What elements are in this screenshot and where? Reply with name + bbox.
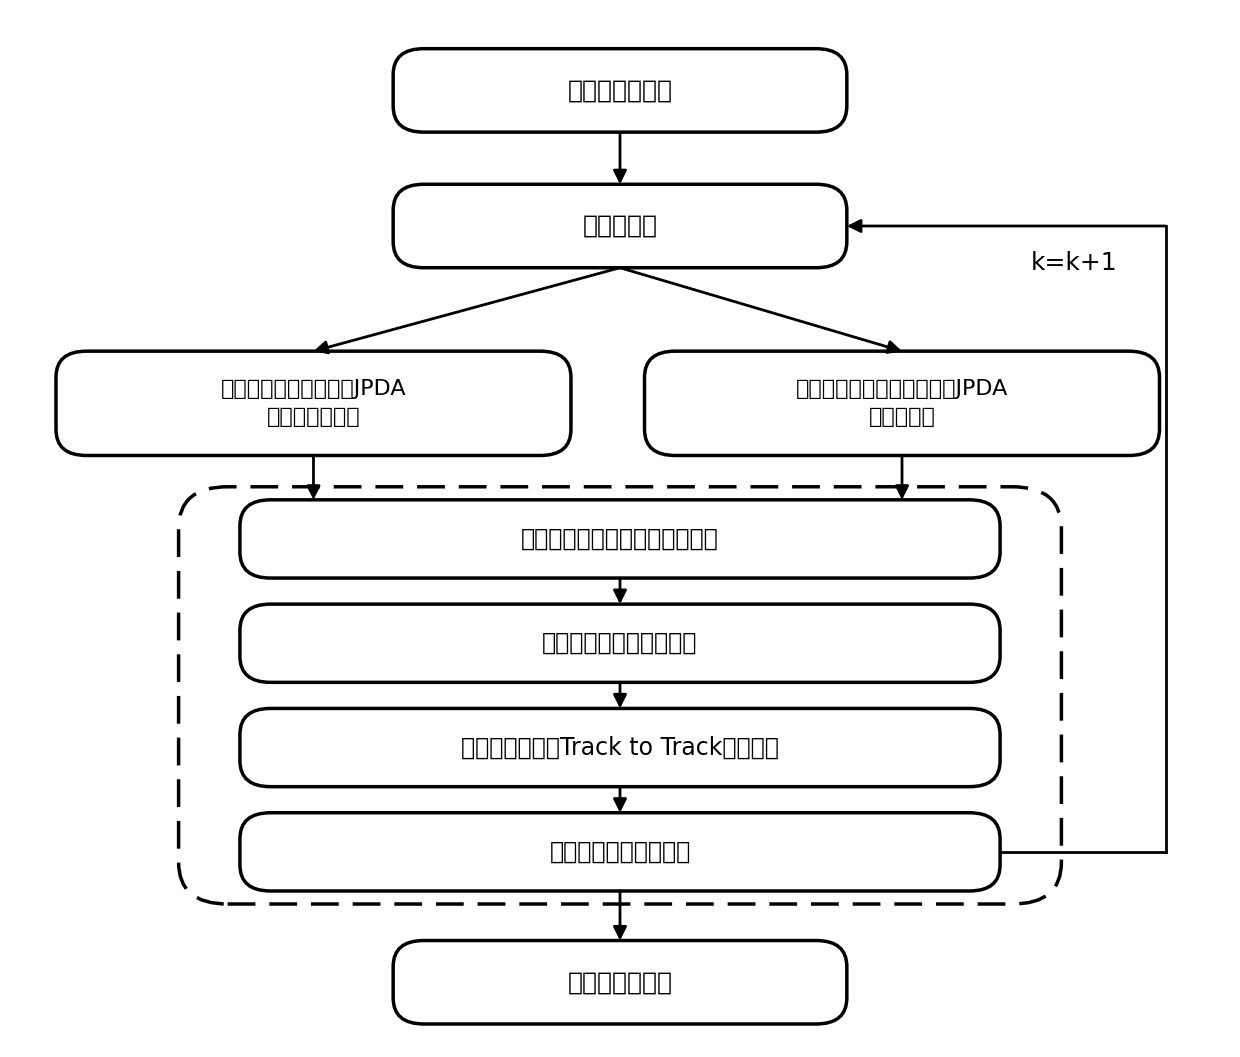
Text: k=k+1: k=k+1 [1030, 251, 1117, 275]
FancyBboxPatch shape [56, 351, 570, 456]
Text: 基于马氏距离的Track to Track数据关联: 基于马氏距离的Track to Track数据关联 [461, 736, 779, 760]
FancyBboxPatch shape [239, 708, 1001, 786]
FancyBboxPatch shape [239, 500, 1001, 578]
Text: 基于中心差分信息滤波器的JPDA
（匀加速）: 基于中心差分信息滤波器的JPDA （匀加速） [796, 379, 1008, 427]
FancyBboxPatch shape [239, 605, 1001, 683]
Text: 基于线性信息滤波器的JPDA
（静止、匀速）: 基于线性信息滤波器的JPDA （静止、匀速） [221, 379, 407, 427]
Text: 多模型结果融合: 多模型结果融合 [568, 970, 672, 995]
FancyBboxPatch shape [393, 941, 847, 1024]
FancyBboxPatch shape [645, 351, 1159, 456]
Text: 接收临近传感器节点信息: 接收临近传感器节点信息 [542, 631, 698, 655]
FancyBboxPatch shape [393, 184, 847, 267]
Text: 分布式信息一致性算法: 分布式信息一致性算法 [549, 840, 691, 864]
Text: 发送本地信息给临近传感器节点: 发送本地信息给临近传感器节点 [521, 527, 719, 551]
FancyBboxPatch shape [393, 49, 847, 132]
FancyBboxPatch shape [239, 813, 1001, 891]
Text: 多模型交互: 多模型交互 [583, 214, 657, 238]
Text: 系统参数初始化: 系统参数初始化 [568, 78, 672, 103]
